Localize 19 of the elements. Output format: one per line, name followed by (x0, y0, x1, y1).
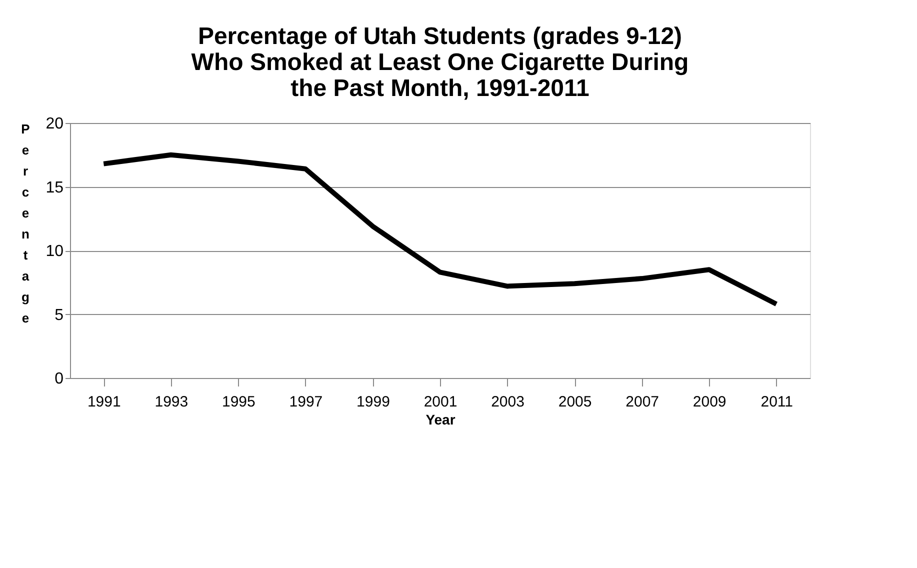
x-tick-label: 1995 (222, 394, 256, 410)
chart-title: Percentage of Utah Students (grades 9-12) Who Smoked at Least One Cigarette During the Past Month, 1991-2011 (191, 23, 689, 102)
text: Percentage (21, 122, 30, 326)
y-tick-label: 0 (54, 370, 64, 388)
x-tick-label: 1991 (87, 394, 121, 410)
y-tick-label: 15 (46, 179, 64, 196)
y-tick-label: 20 (46, 116, 64, 132)
x-tick-label: 1993 (154, 394, 188, 410)
x-tick-label: 2011 (760, 394, 793, 410)
y-tick-label: 5 (54, 306, 64, 324)
x-tick-label: 2001 (424, 394, 458, 410)
x-tick-label: 1999 (356, 394, 390, 410)
x-axis-title: Year (426, 412, 456, 428)
x-tick-label: 2007 (626, 394, 660, 410)
x-tick-label: 2009 (692, 394, 726, 410)
x-tick-label: 2005 (558, 394, 592, 410)
x-tick-label: 2003 (491, 394, 524, 410)
x-tick-label: 1997 (289, 394, 323, 410)
y-tick-label: 10 (46, 243, 64, 260)
